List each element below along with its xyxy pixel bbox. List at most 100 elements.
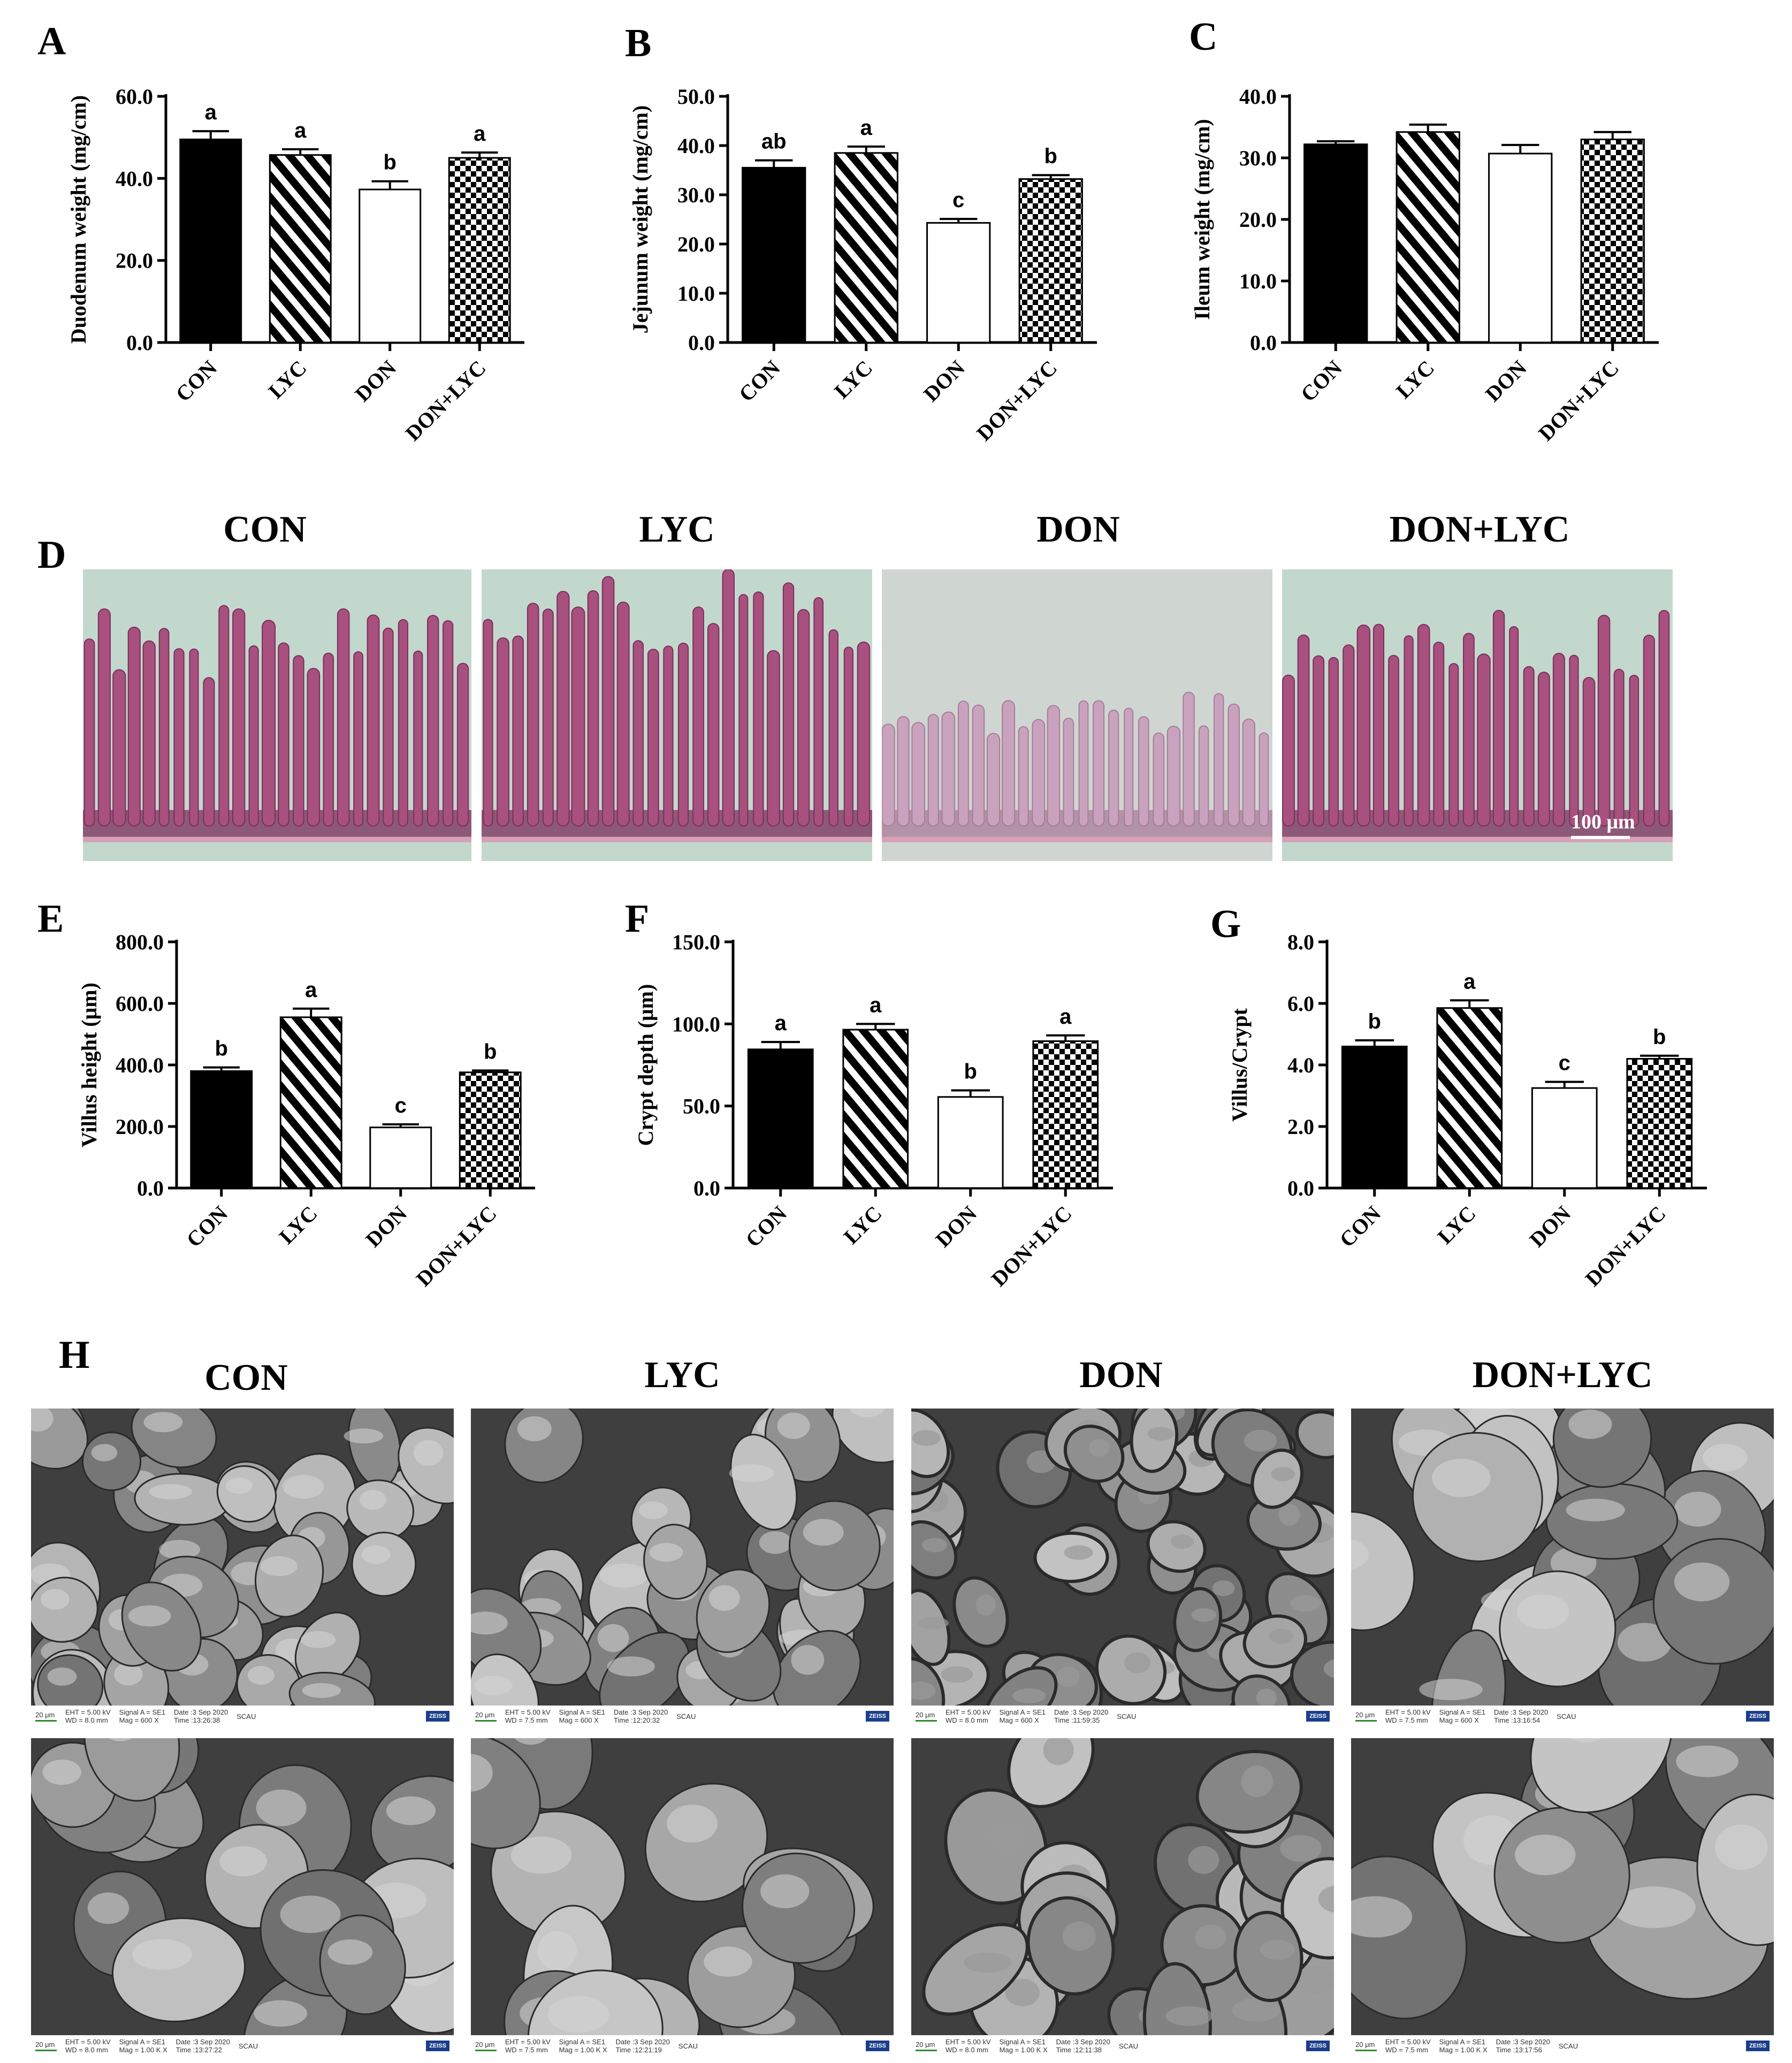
histology-image-don-lyc: 100 μm — [1282, 569, 1673, 861]
bar-lyc — [279, 1016, 342, 1189]
villus-tip — [83, 1738, 180, 1802]
villus — [1166, 726, 1181, 827]
villus — [1198, 725, 1209, 827]
bar-don-lyc — [1626, 1058, 1693, 1189]
sem-signal: Signal A = SE1 — [559, 2038, 606, 2046]
villus — [1138, 716, 1149, 827]
panel-label-f: F — [625, 897, 650, 941]
significance-letter: b — [1368, 1010, 1381, 1033]
villus — [692, 606, 704, 827]
y-tick-label: 0.0 — [688, 331, 715, 355]
villus — [248, 645, 259, 827]
sem-scale-label: 20 μm — [475, 2041, 495, 2049]
villus-crypt-ratio-chart: 0.0 2.0 4.0 6.0 8.0 Villus/Crypt b CON a LYC c DON b… — [1227, 930, 1707, 1291]
villus-tip — [319, 1914, 406, 2015]
sem-image-lyc-600x: 20 μm EHT = 5.00 kV WD = 7.5 mm Signal A … — [471, 1409, 894, 1727]
sem-title-con: CON — [204, 1357, 288, 1398]
bar-don-lyc — [1032, 1040, 1099, 1189]
sem-wd: WD = 7.5 mm — [505, 2046, 548, 2054]
significance-letter: b — [215, 1037, 228, 1061]
villus — [767, 650, 780, 827]
villus — [753, 591, 764, 827]
villus — [1259, 732, 1269, 827]
villus — [647, 649, 659, 827]
sem-time: Time :13:17:56 — [1496, 2046, 1542, 2054]
villus — [556, 591, 570, 827]
significance-letter: a — [305, 978, 317, 1002]
villus — [142, 640, 156, 827]
sem-date: Date :3 Sep 2020 — [1054, 1708, 1109, 1716]
villus — [616, 602, 630, 827]
villus — [797, 609, 810, 827]
sem-info-bar: 20 μm EHT = 5.00 kV WD = 7.5 mm Signal A … — [1351, 2035, 1774, 2057]
zeiss-logo: ZEISS — [1746, 1711, 1770, 1722]
sem-image-con-1kx: 20 μm EHT = 5.00 kV WD = 8.0 mm Signal A … — [31, 1738, 454, 2057]
villus — [127, 626, 141, 827]
x-tick-label: DON — [931, 1201, 981, 1252]
villus-height-chart: 0.0 200.0 400.0 600.0 800.0 Villus height (μm… — [77, 930, 535, 1291]
villus — [571, 606, 585, 827]
significance-letter: a — [294, 119, 307, 142]
bar-don-lyc — [459, 1071, 522, 1189]
y-tick-label: 20.0 — [677, 232, 715, 256]
villus — [527, 603, 539, 827]
sem-title-don-lyc: DON+LYC — [1472, 1354, 1653, 1396]
sem-date: Date :3 Sep 2020 — [176, 2038, 230, 2046]
y-tick-label: 20.0 — [1239, 208, 1277, 232]
villus — [857, 641, 871, 827]
zeiss-logo: ZEISS — [866, 2041, 889, 2051]
bar-con — [1303, 143, 1368, 344]
sem-info-bar: 20 μm EHT = 5.00 kV WD = 8.0 mm Signal A … — [31, 1706, 454, 1727]
sem-image-don-lyc-1kx: 20 μm EHT = 5.00 kV WD = 7.5 mm Signal A … — [1351, 1738, 1774, 2057]
bar-don — [359, 188, 422, 344]
x-tick-label: DON+LYC — [411, 1201, 501, 1291]
jejunum-weight-chart: 0.0 10.0 20.0 30.0 40.0 50.0 Jejunum weight (m… — [628, 85, 1097, 446]
villus — [1597, 614, 1611, 827]
y-tick-label: 6.0 — [1287, 992, 1314, 1016]
villus — [367, 614, 380, 827]
villus — [83, 638, 95, 827]
x-tick-label: CON — [181, 1201, 232, 1252]
villus-tip — [471, 1738, 541, 1849]
villus — [1153, 732, 1165, 827]
y-tick-label: 2.0 — [1287, 1115, 1314, 1139]
villus-tip — [121, 1581, 202, 1672]
bar-lyc — [834, 152, 898, 344]
y-tick-label: 200.0 — [116, 1115, 164, 1139]
sem-image-con-600x: 20 μm EHT = 5.00 kV WD = 8.0 mm Signal A … — [31, 1409, 454, 1727]
x-tick-label: CON — [741, 1201, 791, 1252]
x-tick-label: DON+LYC — [972, 356, 1062, 446]
y-tick-label: 0.0 — [137, 1176, 164, 1200]
y-tick-label: 30.0 — [1239, 146, 1277, 170]
x-tick-label: CON — [1335, 1201, 1385, 1252]
y-tick-label: 8.0 — [1287, 930, 1314, 954]
x-tick-label: LYC — [1391, 356, 1439, 404]
sem-scale-label: 20 μm — [1355, 1711, 1375, 1719]
y-axis-label: Crypt depth (μm) — [634, 984, 658, 1146]
x-tick-label: LYC — [1433, 1201, 1481, 1249]
sem-wd: WD = 7.5 mm — [1385, 2046, 1428, 2054]
sem-info-bar: 20 μm EHT = 5.00 kV WD = 8.0 mm Signal A … — [31, 2035, 454, 2057]
sem-eht: EHT = 5.00 kV — [1385, 1708, 1431, 1716]
y-tick-label: 40.0 — [1239, 85, 1277, 109]
sem-mag: Mag = 1.00 K X — [999, 2046, 1048, 2054]
villus — [738, 594, 749, 827]
bar-don-lyc — [448, 157, 511, 344]
sem-lab: SCAU — [1557, 1712, 1576, 1721]
villus — [398, 619, 408, 827]
bar-don — [369, 1126, 432, 1189]
villus — [813, 597, 824, 827]
significance-letter: b — [1653, 1025, 1666, 1049]
villus — [413, 650, 423, 827]
villus — [1658, 610, 1670, 827]
villus — [232, 608, 246, 827]
villus — [1523, 666, 1535, 827]
villus — [337, 608, 350, 827]
bar-lyc — [1436, 1007, 1503, 1189]
y-axis-label: Villus/Crypt — [1227, 1008, 1252, 1122]
villus — [1372, 623, 1385, 827]
villus — [986, 733, 1001, 827]
histology-image-don — [882, 569, 1272, 861]
bar-con — [190, 1070, 253, 1189]
villus-tip — [599, 1631, 690, 1706]
